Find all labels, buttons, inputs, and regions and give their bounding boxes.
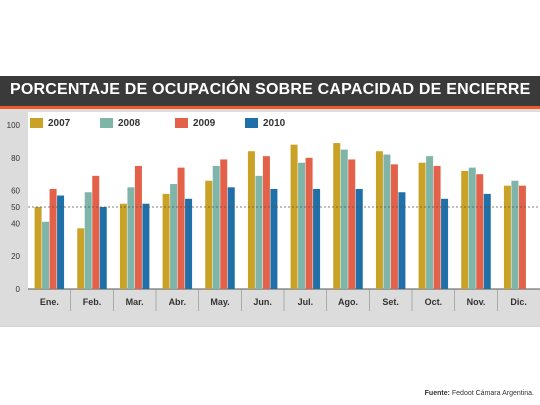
bar-2008-jun: [255, 175, 263, 289]
chart-card: PORCENTAJE DE OCUPACIÓN SOBRE CAPACIDAD …: [0, 76, 540, 397]
bar-2008-may: [212, 166, 220, 289]
bar-2010-may: [227, 187, 235, 289]
bar-2007-may: [205, 180, 213, 289]
x-tick-label: Ago.: [338, 297, 358, 307]
bar-2010-feb: [99, 207, 107, 289]
bar-2009-jul: [305, 157, 313, 289]
bar-2009-nov: [476, 174, 484, 289]
bar-2008-dic: [511, 180, 519, 289]
bar-2010-oct: [441, 198, 449, 289]
legend-item-2009: 2009: [175, 116, 215, 130]
x-tick-label: Nov.: [467, 297, 486, 307]
bar-2008-ene: [42, 221, 50, 289]
source-text: Fedoot Cámara Argentina.: [451, 390, 534, 397]
bar-2008-mar: [127, 187, 135, 289]
chart-header: PORCENTAJE DE OCUPACIÓN SOBRE CAPACIDAD …: [0, 76, 540, 109]
bar-2008-set: [383, 154, 391, 289]
bar-2009-oct: [433, 166, 441, 289]
bar-2007-ago: [333, 143, 341, 289]
x-tick-label: Set.: [382, 297, 399, 307]
bar-2007-abr: [162, 193, 170, 289]
bar-2007-oct: [418, 162, 426, 289]
legend-swatch-2008: [100, 118, 113, 128]
bar-2008-oct: [426, 156, 434, 289]
chart-title: PORCENTAJE DE OCUPACIÓN SOBRE CAPACIDAD …: [10, 81, 531, 98]
bar-2007-dic: [503, 185, 511, 289]
bar-2008-jul: [298, 162, 306, 289]
bar-2009-dic: [518, 185, 526, 289]
bar-2010-ago: [355, 188, 363, 289]
x-tick-label: Feb.: [83, 297, 102, 307]
bar-2009-ago: [348, 159, 356, 289]
bar-2010-abr: [185, 198, 193, 289]
bar-2009-ene: [49, 188, 57, 289]
legend-label-2009: 2009: [193, 117, 216, 129]
x-tick-label: Jul.: [298, 297, 314, 307]
y-tick-label: 100: [7, 121, 21, 130]
bar-2010-set: [398, 192, 406, 289]
x-tick-label: Abr.: [169, 297, 187, 307]
bar-2009-may: [220, 159, 228, 289]
bar-2007-mar: [119, 203, 127, 289]
bar-2008-ago: [340, 149, 348, 289]
x-tick-label: Dic.: [510, 297, 527, 307]
bar-2007-ene: [34, 207, 42, 289]
bar-2010-jul: [313, 188, 321, 289]
x-tick-label: May.: [210, 297, 229, 307]
legend-swatch-2007: [30, 118, 43, 128]
bar-2007-jun: [247, 151, 255, 289]
source-label: Fuente:: [424, 390, 450, 397]
legend-label-2008: 2008: [118, 117, 141, 129]
x-tick-label: Ene.: [40, 297, 59, 307]
bar-2008-abr: [170, 184, 178, 289]
legend-item-2010: 2010: [245, 116, 285, 130]
bar-2010-mar: [142, 203, 150, 289]
x-tick-label: Jun.: [253, 297, 272, 307]
source-note: Fuente: Fedoot Cámara Argentina.: [425, 390, 534, 397]
bar-2008-feb: [84, 192, 92, 289]
legend-swatch-2009: [175, 118, 188, 128]
y-tick-label: 0: [16, 285, 21, 294]
bar-2007-nov: [461, 170, 469, 289]
bar-2008-nov: [468, 167, 476, 289]
bar-2007-feb: [77, 228, 85, 289]
legend-label-2010: 2010: [263, 117, 286, 129]
y-tick-label: 50: [11, 203, 20, 212]
bar-2009-jun: [262, 156, 270, 289]
legend-swatch-2010: [245, 118, 258, 128]
bar-2009-set: [390, 164, 398, 289]
bar-2007-set: [375, 151, 383, 289]
plot-area: [28, 112, 540, 289]
bar-2010-ene: [57, 195, 65, 289]
legend-item-2007: 2007: [30, 116, 70, 130]
y-tick-label: 60: [11, 187, 20, 196]
bar-2009-abr: [177, 167, 185, 289]
x-tick-label: Mar.: [126, 297, 144, 307]
legend-label-2007: 2007: [48, 117, 71, 129]
bar-2009-mar: [134, 166, 142, 289]
bar-2009-feb: [92, 175, 100, 289]
bar-2007-jul: [290, 144, 298, 289]
bar-2010-jun: [270, 188, 278, 289]
y-tick-label: 20: [11, 252, 20, 261]
bar-2010-nov: [483, 193, 491, 289]
y-tick-label: 80: [11, 154, 20, 163]
legend-item-2008: 2008: [100, 116, 140, 130]
y-tick-label: 40: [11, 219, 20, 228]
x-tick-label: Oct.: [425, 297, 443, 307]
